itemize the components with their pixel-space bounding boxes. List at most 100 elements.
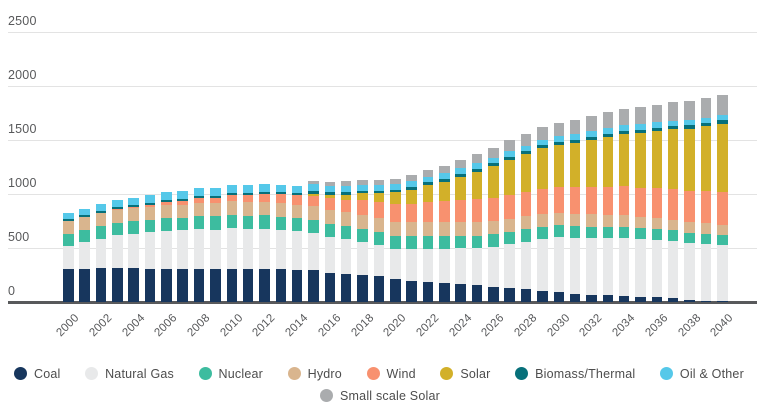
bar-2029	[537, 126, 548, 302]
bar-segment-natural-gas	[226, 228, 237, 269]
bar-segment-biomass-thermal	[357, 191, 368, 194]
y-axis-tick-label: 1000	[8, 176, 37, 190]
bar-segment-natural-gas	[128, 233, 139, 269]
bar-segment-natural-gas	[161, 230, 172, 269]
bar-segment-hydro	[112, 210, 123, 224]
legend-swatch-icon	[198, 367, 212, 380]
bar-segment-hydro	[373, 217, 385, 232]
bar-segment-coal	[667, 298, 679, 302]
bar-segment-oil-other	[684, 119, 695, 126]
bar-segment-wind	[700, 191, 712, 224]
bar-segment-biomass-thermal	[406, 186, 417, 190]
bar-segment-solar	[390, 192, 401, 204]
bar-segment-wind	[586, 187, 597, 215]
bar-segment-wind	[242, 195, 254, 203]
bar-segment-small-scale-solar	[406, 175, 417, 182]
bar-segment-nuclear	[422, 236, 434, 250]
bar-segment-solar	[717, 123, 728, 192]
bar-segment-wind	[684, 190, 695, 223]
bar-segment-biomass-thermal	[291, 192, 303, 195]
bar-segment-biomass-thermal	[79, 215, 90, 218]
bar-segment-natural-gas	[618, 237, 630, 296]
bar-segment-natural-gas	[373, 244, 385, 277]
bar-segment-hydro	[488, 221, 499, 235]
bar-segment-coal	[717, 301, 728, 302]
bar-segment-wind	[291, 195, 303, 205]
bar-segment-coal	[242, 268, 254, 302]
bar-segment-oil-other	[651, 122, 663, 128]
bar-2022	[422, 169, 434, 302]
bar-segment-hydro	[602, 214, 614, 227]
bar-segment-coal	[569, 293, 581, 302]
bar-segment-wind	[275, 194, 287, 204]
bar-segment-oil-other	[717, 114, 728, 121]
bar-segment-biomass-thermal	[161, 200, 172, 202]
bar-segment-solar	[471, 171, 483, 200]
bar-2021	[406, 175, 417, 302]
bar-segment-biomass-thermal	[520, 151, 532, 155]
bar-segment-hydro	[144, 206, 156, 220]
bar-segment-wind	[488, 197, 499, 222]
bar-segment-natural-gas	[291, 231, 303, 270]
legend-swatch-icon	[440, 367, 454, 380]
bar-segment-hydro	[700, 223, 712, 234]
bar-segment-hydro	[422, 222, 434, 237]
bar-segment-natural-gas	[439, 248, 450, 284]
bar-segment-biomass-thermal	[504, 157, 515, 160]
bar-segment-hydro	[455, 222, 466, 236]
bar-segment-oil-other	[667, 120, 679, 127]
legend-swatch-icon	[320, 389, 334, 402]
bar-segment-nuclear	[226, 214, 237, 229]
bar-segment-biomass-thermal	[455, 173, 466, 177]
legend-label: Oil & Other	[679, 366, 744, 381]
bar-segment-biomass-thermal	[373, 190, 385, 194]
bar-segment-natural-gas	[602, 237, 614, 296]
bar-2026	[488, 147, 499, 302]
bar-2010	[226, 184, 237, 302]
bar-segment-oil-other	[210, 187, 221, 196]
bar-segment-biomass-thermal	[242, 192, 254, 196]
bar-segment-coal	[684, 300, 695, 302]
bar-segment-natural-gas	[488, 246, 499, 287]
bar-segment-nuclear	[210, 216, 221, 230]
bar-segment-wind	[340, 199, 352, 213]
bar-segment-nuclear	[602, 226, 614, 238]
bar-segment-nuclear	[635, 228, 646, 240]
bar-2008	[193, 188, 205, 302]
gridline-2500	[8, 32, 757, 33]
bar-segment-coal	[226, 268, 237, 302]
bar-segment-nuclear	[308, 220, 319, 234]
bar-segment-nuclear	[618, 226, 630, 238]
bar-segment-coal	[308, 270, 319, 302]
bar-segment-natural-gas	[210, 229, 221, 270]
bar-segment-small-scale-solar	[618, 108, 630, 126]
bar-segment-natural-gas	[717, 244, 728, 302]
bar-segment-nuclear	[651, 229, 663, 240]
bar-segment-hydro	[586, 214, 597, 227]
bar-segment-oil-other	[422, 176, 434, 183]
bar-segment-oil-other	[275, 184, 287, 193]
legend-item-wind: Wind	[366, 367, 416, 381]
bar-segment-natural-gas	[684, 242, 695, 301]
bar-segment-nuclear	[717, 234, 728, 245]
bar-segment-biomass-thermal	[259, 191, 270, 194]
bar-segment-solar	[635, 132, 646, 188]
bar-segment-biomass-thermal	[618, 130, 630, 134]
y-axis-tick-label: 0	[8, 284, 16, 298]
bar-segment-oil-other	[242, 185, 254, 193]
gridline-1500	[8, 140, 757, 141]
bar-segment-oil-other	[177, 191, 188, 199]
bar-2017	[340, 181, 352, 302]
bar-segment-hydro	[504, 218, 515, 232]
bar-segment-hydro	[357, 214, 368, 229]
bar-segment-natural-gas	[406, 249, 417, 281]
legend-label: Nuclear	[218, 366, 264, 381]
bar-segment-wind	[455, 200, 466, 223]
legend-item-small-scale-solar: Small scale Solar	[320, 389, 440, 403]
bar-segment-small-scale-solar	[504, 140, 515, 152]
bar-segment-oil-other	[79, 208, 90, 216]
bar-segment-small-scale-solar	[602, 112, 614, 129]
bar-segment-coal	[471, 284, 483, 302]
bar-segment-nuclear	[95, 226, 107, 239]
chart-legend: Coal Natural Gas Nuclear Hydro Wind Solar Biom…	[0, 363, 760, 406]
